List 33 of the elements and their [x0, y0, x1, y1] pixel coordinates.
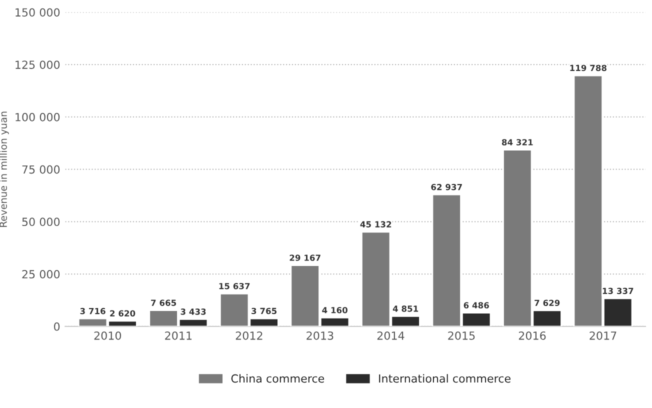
data-label: 2 620	[110, 310, 136, 317]
data-label: 3 765	[252, 308, 277, 314]
y-tick-label: 25 000	[22, 270, 60, 278]
data-label: 3 716	[80, 308, 106, 314]
x-tick-label: 2013	[306, 331, 334, 340]
y-tick-label: 125 000	[16, 60, 60, 69]
x-tick-label: 2011	[165, 331, 192, 340]
data-label: 62 937	[431, 184, 462, 190]
legend-label: China commerce	[231, 374, 324, 383]
y-tick-label: 0	[54, 322, 60, 331]
y-tick-label: 50 000	[22, 218, 60, 226]
data-label: 29 167	[290, 254, 320, 261]
data-label: 7 629	[534, 300, 560, 306]
data-label: 4 160	[322, 306, 348, 314]
y-tick-label: 100 000	[16, 112, 60, 122]
x-tick-label: 2016	[518, 331, 546, 340]
data-label: 3 433	[180, 308, 206, 315]
data-label: 4 851	[392, 306, 418, 312]
data-label: 13 337	[602, 288, 634, 294]
x-tick-label: 2015	[448, 331, 475, 340]
x-tick-label: 2012	[236, 331, 262, 340]
data-label: 15 637	[219, 282, 250, 290]
y-tick-label: 150 000	[16, 8, 60, 17]
x-tick-label: 2014	[377, 331, 404, 340]
data-label: 7 665	[151, 300, 176, 306]
y-tick-label: 75 000	[22, 165, 60, 174]
x-tick-label: 2010	[94, 331, 122, 340]
x-tick-label: 2017	[590, 331, 616, 340]
data-label: 45 132	[360, 221, 392, 228]
data-label: 119 788	[570, 64, 606, 72]
legend-label: International commerce	[379, 374, 510, 383]
data-label: 6 486	[464, 302, 489, 308]
data-label: 84 321	[502, 139, 533, 146]
